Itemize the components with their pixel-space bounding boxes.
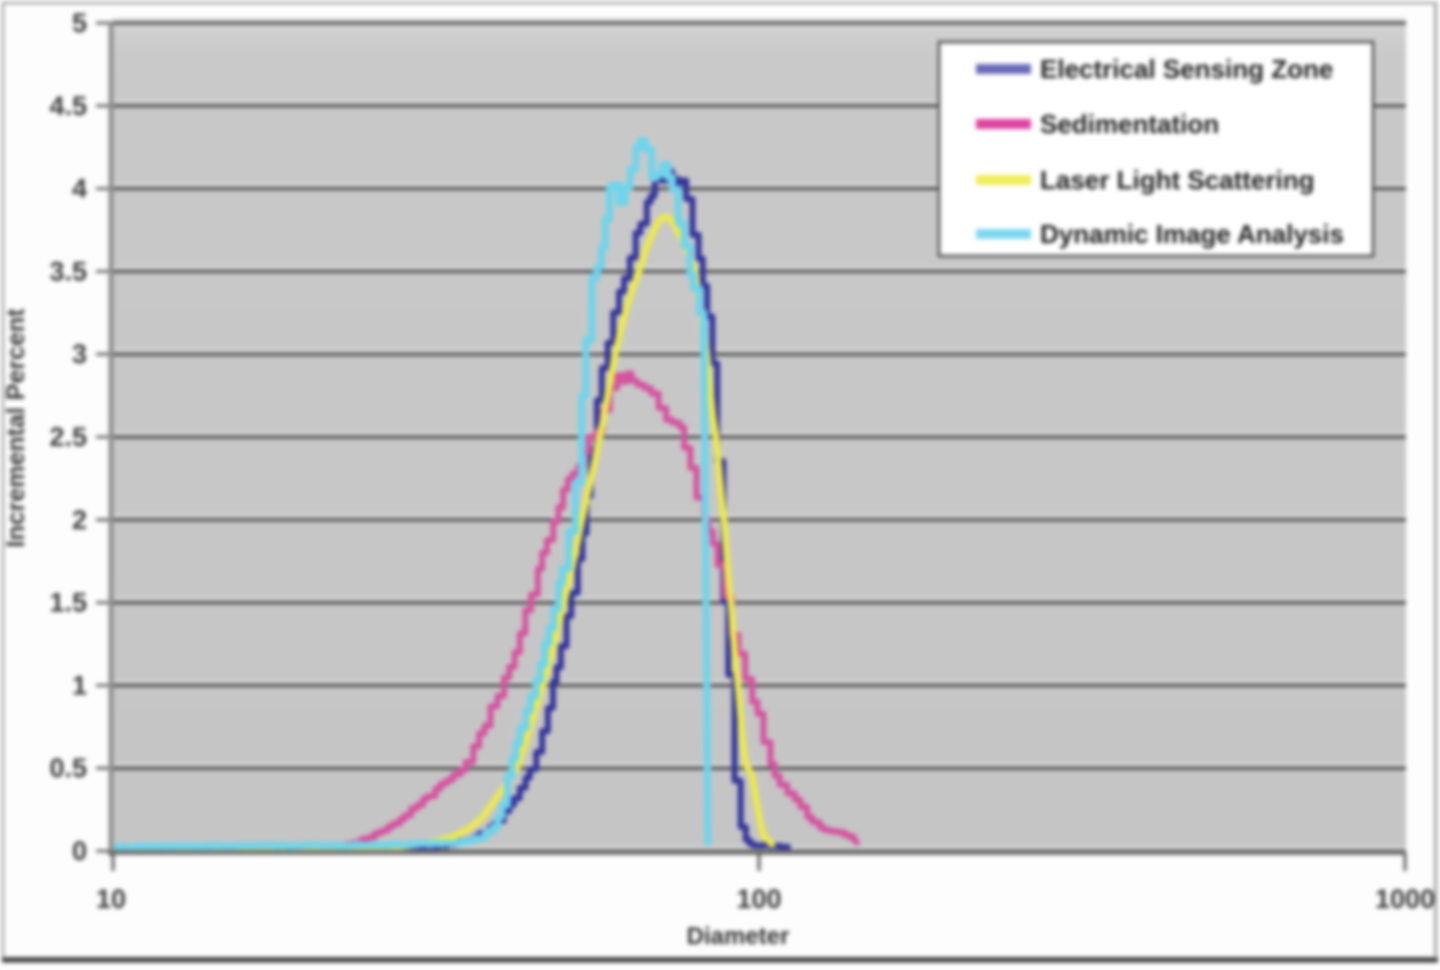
svg-text:4: 4	[72, 174, 87, 204]
svg-text:Electrical Sensing Zone: Electrical Sensing Zone	[1040, 54, 1333, 84]
svg-text:5: 5	[72, 8, 87, 38]
svg-text:1.5: 1.5	[49, 588, 87, 618]
svg-text:Dynamic Image Analysis: Dynamic Image Analysis	[1040, 219, 1344, 249]
svg-text:4.5: 4.5	[49, 91, 87, 121]
svg-text:0: 0	[72, 836, 87, 866]
svg-text:3.5: 3.5	[49, 256, 87, 286]
svg-text:1: 1	[72, 670, 87, 700]
svg-text:Sedimentation: Sedimentation	[1040, 109, 1219, 139]
svg-text:2: 2	[72, 505, 87, 535]
svg-text:Incremental Percent: Incremental Percent	[2, 308, 30, 548]
svg-text:10: 10	[96, 884, 126, 914]
svg-text:Diameter: Diameter	[687, 923, 790, 950]
svg-text:1000: 1000	[1375, 884, 1435, 914]
svg-text:2.5: 2.5	[49, 422, 87, 452]
svg-text:3: 3	[72, 339, 87, 369]
svg-text:Laser Light Scattering: Laser Light Scattering	[1040, 165, 1315, 195]
svg-text:100: 100	[736, 884, 781, 914]
svg-text:0.5: 0.5	[49, 753, 87, 783]
